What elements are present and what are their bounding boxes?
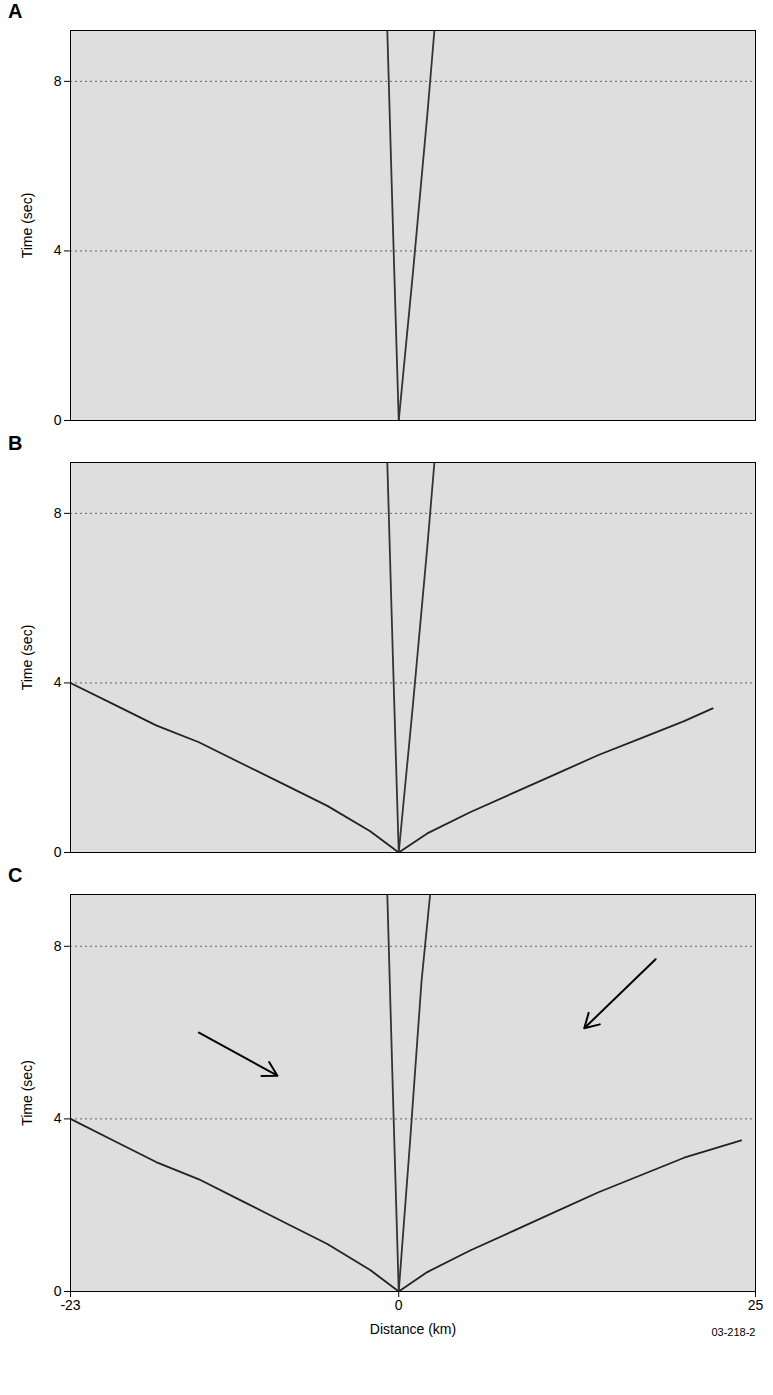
svg-text:4: 4 xyxy=(54,674,62,690)
html-text:A: A xyxy=(8,0,23,22)
svg-text:8: 8 xyxy=(54,505,62,521)
svg-text:25: 25 xyxy=(748,1297,764,1313)
svg-text:4: 4 xyxy=(54,1110,62,1126)
svg-text:Distance (km): Distance (km) xyxy=(370,1321,456,1337)
svg-text:-23: -23 xyxy=(60,1297,80,1313)
svg-text:0: 0 xyxy=(54,412,62,428)
html-text:C: C xyxy=(8,864,23,886)
svg-text:0: 0 xyxy=(53,1283,62,1299)
svg-text:0: 0 xyxy=(395,1297,403,1313)
svg-text:Time (sec): Time (sec) xyxy=(19,625,35,691)
svg-text:Time (sec): Time (sec) xyxy=(19,193,35,259)
svg-text:0: 0 xyxy=(54,844,62,860)
svg-text:Time (sec): Time (sec) xyxy=(19,1060,35,1126)
svg-text:4: 4 xyxy=(54,242,62,258)
svg-text:03-218-2: 03-218-2 xyxy=(711,1326,755,1338)
svg-text:8: 8 xyxy=(54,938,62,954)
html-text:B: B xyxy=(8,432,23,454)
svg-text:8: 8 xyxy=(54,73,62,89)
